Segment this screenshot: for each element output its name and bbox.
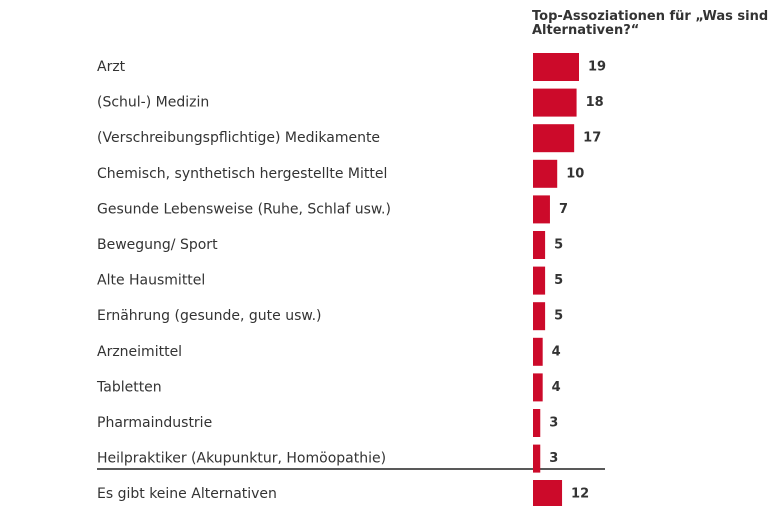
value-label: 10 xyxy=(566,166,584,181)
category-label: Bewegung/ Sport xyxy=(97,237,218,253)
value-label: 3 xyxy=(549,416,558,431)
chart-title: Top-Assoziationen für „Was sind Alternat… xyxy=(532,9,769,38)
value-label: 4 xyxy=(552,344,561,359)
value-label: 5 xyxy=(554,309,563,324)
category-label: Arzt xyxy=(97,59,126,75)
bar xyxy=(533,302,546,331)
value-label: 3 xyxy=(549,451,558,466)
category-label: (Schul-) Medizin xyxy=(97,95,209,111)
category-label: Tabletten xyxy=(96,379,162,395)
value-label: 19 xyxy=(588,60,606,75)
category-label: Ernährung (gesunde, gute usw.) xyxy=(97,308,321,324)
bar xyxy=(533,444,541,473)
category-label: Pharmaindustrie xyxy=(97,415,212,431)
bar xyxy=(533,337,543,366)
value-label: 4 xyxy=(552,380,561,395)
category-label: Arzneimittel xyxy=(97,344,182,360)
value-label: 18 xyxy=(586,95,604,110)
bar xyxy=(533,373,543,402)
bar xyxy=(533,409,541,437)
category-label: Chemisch, synthetisch hergestellte Mitte… xyxy=(97,166,387,182)
value-label: 7 xyxy=(559,202,568,217)
bar xyxy=(533,53,579,81)
value-label: 5 xyxy=(554,273,563,288)
category-label: Heilpraktiker (Akupunktur, Homöopathie) xyxy=(97,451,386,467)
bar xyxy=(533,88,577,117)
bar xyxy=(533,266,546,295)
category-label: Alte Hausmittel xyxy=(97,273,205,289)
bar xyxy=(533,231,546,259)
bar xyxy=(533,195,550,224)
category-label: (Verschreibungspflichtige) Medikamente xyxy=(97,130,380,146)
value-label: 5 xyxy=(554,238,563,253)
value-label: 17 xyxy=(583,131,601,146)
value-label: 12 xyxy=(571,487,589,502)
category-label: Es gibt keine Alternativen xyxy=(97,486,277,502)
bar xyxy=(533,480,563,506)
category-label: Gesunde Lebensweise (Ruhe, Schlaf usw.) xyxy=(97,201,391,217)
bar xyxy=(533,159,558,188)
bar xyxy=(533,124,575,153)
